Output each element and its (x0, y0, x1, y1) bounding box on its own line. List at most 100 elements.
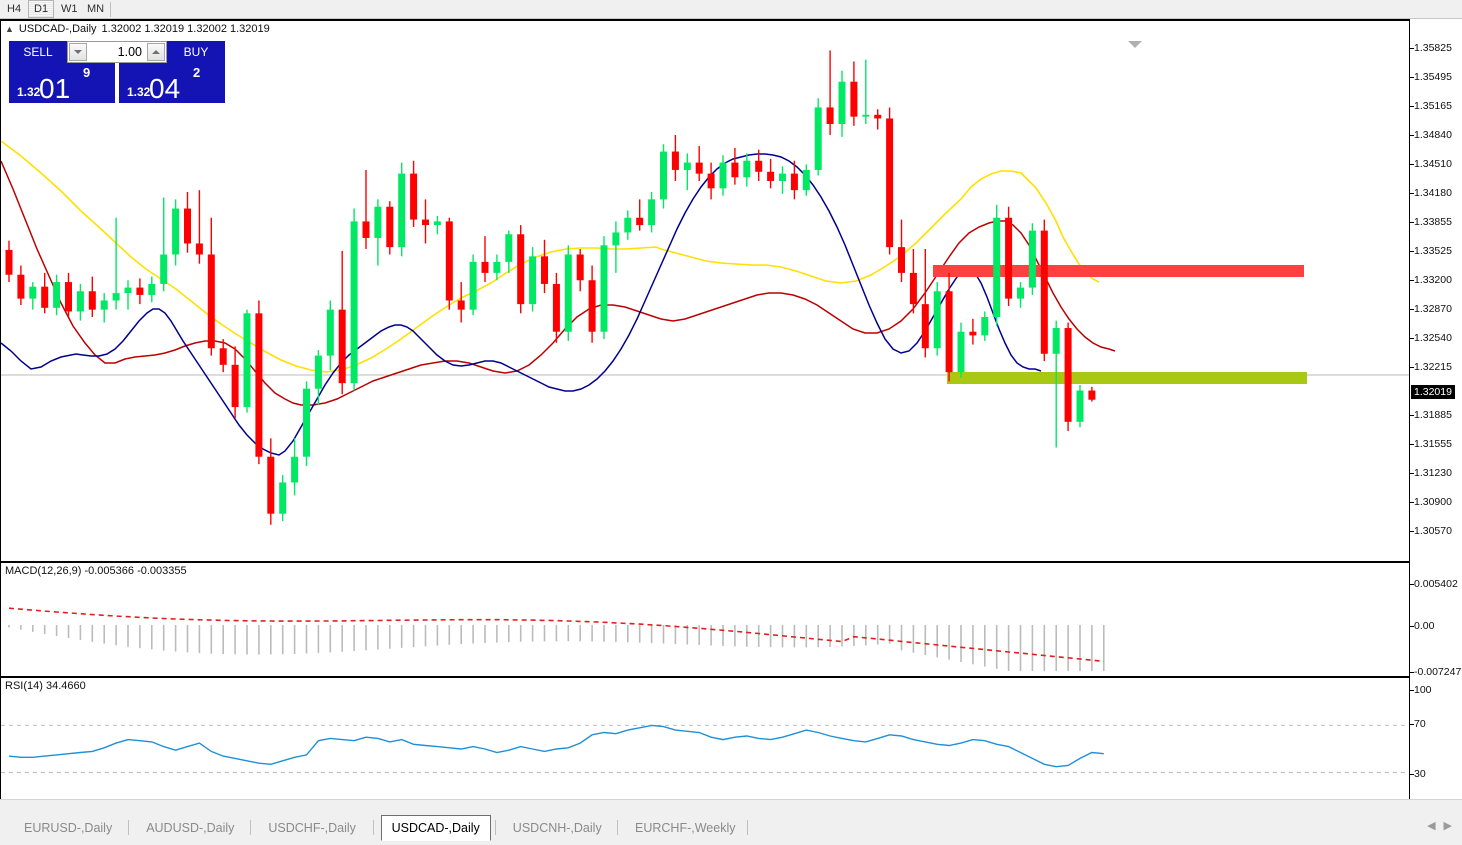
scale-tick-mark (1410, 77, 1414, 78)
rsi-chart-canvas (1, 724, 1409, 774)
sell-price-pips: 01 (39, 73, 71, 103)
chart-tab-eurchfweekly[interactable]: EURCHF-,Weekly (635, 821, 736, 835)
volume-increment-icon[interactable] (147, 43, 165, 61)
tab-divider (128, 820, 130, 835)
price-scale-tick: 1.32540 (1414, 332, 1452, 344)
rsi-label: RSI(14) 34.4660 (5, 680, 86, 692)
scale-tick-mark (1410, 164, 1414, 165)
scale-tick-mark (1410, 48, 1414, 49)
sell-price-quote[interactable]: 1.32 01 9 (9, 63, 115, 103)
timeframe-toolbar: H4 D1 W1 MN (0, 0, 1462, 19)
chart-window: ▲ USDCAD-,Daily 1.32002 1.32019 1.32002 … (0, 19, 1462, 818)
chart-scroll-marker-icon[interactable] (1128, 41, 1142, 48)
price-scale-tick: 1.30570 (1414, 525, 1452, 537)
sell-price-point: 9 (83, 65, 91, 80)
price-scale-tick: 1.35495 (1414, 71, 1452, 83)
toolbar-divider (110, 2, 111, 17)
scale-tick-mark (1410, 473, 1414, 474)
tab-divider (746, 820, 748, 835)
scale-tick-mark (1410, 415, 1414, 416)
one-click-trading-panel[interactable]: SELL BUY 1.32 01 9 1.32 04 2 (9, 41, 225, 103)
timeframe-button-d1[interactable]: D1 (28, 0, 55, 18)
price-chart-canvas (1, 140, 1409, 456)
buy-price-quote[interactable]: 1.32 04 2 (119, 63, 225, 103)
chart-tab-audusddaily[interactable]: AUDUSD-,Daily (146, 821, 235, 835)
rsi-scale-tick: 100 (1414, 684, 1432, 696)
scroll-left-icon[interactable]: ◀ (1427, 820, 1436, 832)
scale-tick-mark (1410, 251, 1414, 252)
scale-tick-mark (1410, 584, 1414, 585)
price-scale-tick: 1.32215 (1414, 361, 1452, 373)
chart-tab-usdcnhdaily[interactable]: USDCNH-,Daily (512, 821, 602, 835)
price-scale-tick: 1.34840 (1414, 129, 1452, 141)
tab-divider (617, 820, 618, 835)
support-line (947, 372, 1307, 384)
macd-signal-line (8, 607, 1104, 663)
price-scale-tick: 1.33200 (1414, 274, 1452, 286)
price-scale-tick: 1.33525 (1414, 245, 1452, 257)
price-scale-tick: 1.30900 (1414, 496, 1452, 508)
ma-fast-line (1, 153, 1042, 456)
tab-divider (494, 820, 496, 835)
price-pane[interactable]: ▲ USDCAD-,Daily 1.32002 1.32019 1.32002 … (0, 19, 1410, 562)
scale-tick-mark (1410, 367, 1414, 368)
rsi-pane[interactable]: RSI(14) 34.4660 (0, 677, 1410, 804)
volume-decrement-icon[interactable] (69, 43, 87, 61)
chart-collapse-icon[interactable]: ▲ (5, 23, 14, 34)
scale-tick-mark (1410, 502, 1414, 503)
tab-divider (372, 820, 374, 835)
price-scale-tick: 1.35165 (1414, 100, 1452, 112)
volume-field-wrapper[interactable] (67, 41, 167, 63)
chart-tab-usdcaddaily[interactable]: USDCAD-,Daily (380, 815, 491, 841)
volume-input[interactable] (88, 42, 146, 62)
profile-tabbar-area: EURUSD-,Daily AUDUSD-,Daily USDCHF-,Daily U… (0, 799, 1462, 845)
scale-tick-mark (1410, 309, 1414, 310)
chart-tabs[interactable]: EURUSD-,Daily AUDUSD-,Daily USDCHF-,Daily U… (0, 814, 1462, 845)
price-scale-tick: 1.31555 (1414, 438, 1452, 450)
price-scale-tick: 1.35825 (1414, 42, 1452, 54)
buy-price-prefix: 1.32 (127, 85, 151, 99)
price-scale[interactable]: 1.35825 1.35495 1.35165 1.34840 1.34510 1.341… (1410, 19, 1462, 814)
scroll-right-icon[interactable]: ▶ (1443, 820, 1452, 832)
timeframe-button-mn[interactable]: MN (87, 3, 105, 15)
macd-scale-tick: -0.007247 (1414, 666, 1462, 678)
occ-top-row: SELL BUY (9, 41, 225, 63)
sell-button[interactable]: SELL (9, 41, 67, 63)
tab-divider (250, 820, 252, 835)
timeframe-button-w1[interactable]: W1 (61, 3, 78, 15)
current-price-badge: 1.32019 (1411, 385, 1455, 399)
rsi-scale-tick: 70 (1414, 718, 1426, 730)
macd-chart-canvas (8, 607, 1105, 671)
ma-slow-line (1, 140, 1100, 373)
scale-tick-mark (1410, 338, 1414, 339)
scale-tick-mark (1410, 774, 1414, 775)
price-scale-tick: 1.34510 (1414, 158, 1452, 170)
buy-button[interactable]: BUY (167, 41, 225, 63)
macd-pane[interactable]: MACD(12,26,9) -0.005366 -0.003355 (0, 562, 1410, 677)
price-scale-tick: 1.31885 (1414, 409, 1452, 421)
buy-price-point: 2 (193, 65, 201, 80)
scale-tick-mark (1410, 672, 1414, 673)
scale-tick-mark (1410, 135, 1414, 136)
scale-tick-mark (1410, 444, 1414, 445)
sell-price-prefix: 1.32 (17, 85, 41, 99)
scale-tick-mark (1410, 690, 1414, 691)
resistance-line (933, 265, 1304, 277)
price-scale-tick: 1.32870 (1414, 303, 1452, 315)
tabbar-scroll-arrows[interactable]: ◀ ▶ (1423, 819, 1456, 832)
scale-tick-mark (1410, 724, 1414, 725)
chart-title-bar: ▲ USDCAD-,Daily 1.32002 1.32019 1.32002 … (5, 23, 270, 35)
chart-tab-eurusddaily[interactable]: EURUSD-,Daily (24, 821, 113, 835)
macd-scale-tick: 0.005402 (1414, 578, 1458, 590)
scale-tick-mark (1410, 626, 1414, 627)
rsi-scale-tick: 30 (1414, 768, 1426, 780)
chart-tab-usdchfdaily[interactable]: USDCHF-,Daily (268, 821, 356, 835)
price-scale-tick: 1.33855 (1414, 216, 1452, 228)
timeframe-button-h4[interactable]: H4 (7, 3, 22, 15)
scale-tick-mark (1410, 531, 1414, 532)
price-scale-tick: 1.31230 (1414, 467, 1452, 479)
macd-label: MACD(12,26,9) -0.005366 -0.003355 (5, 565, 187, 577)
chart-ohlc-values: 1.32002 1.32019 1.32002 1.32019 (101, 23, 270, 35)
scale-tick-mark (1410, 193, 1414, 194)
